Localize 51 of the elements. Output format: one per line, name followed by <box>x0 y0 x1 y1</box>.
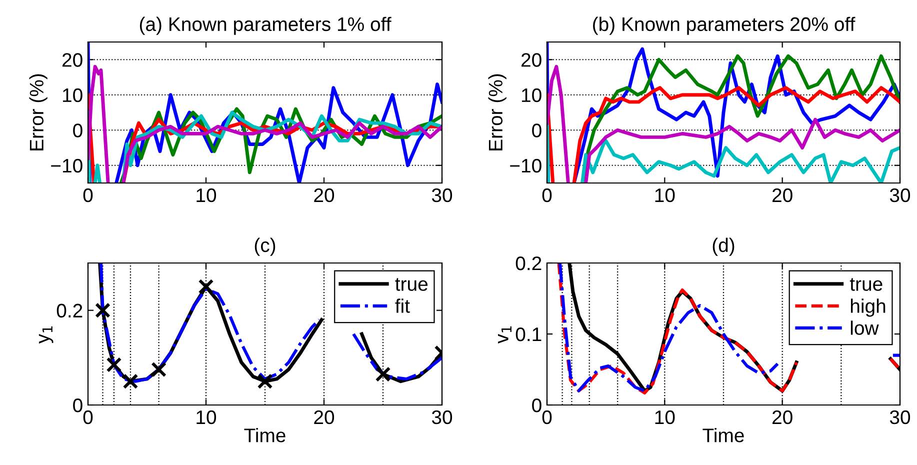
point <box>375 366 391 382</box>
point <box>151 362 167 378</box>
legend-label: fit <box>395 298 410 313</box>
x-axis-title: Time <box>244 428 286 442</box>
y-tick-label: 0 <box>73 124 82 138</box>
y-axis-title: Error (%) <box>488 74 506 150</box>
y-tick-label: 0.2 <box>516 256 542 270</box>
x-tick-label: 20 <box>772 410 792 424</box>
chart-title: (c) <box>254 238 276 256</box>
y-axis-title: y$_{1}$ <box>38 326 54 344</box>
y-tick-label: 0 <box>532 398 542 412</box>
point <box>198 278 214 294</box>
x-tick-label: 20 <box>314 410 334 424</box>
y-axis-title: Error (%) <box>29 74 48 150</box>
x-tick-label: 10 <box>655 410 675 424</box>
y-tick-label: −10 <box>51 158 82 173</box>
point <box>106 357 122 373</box>
x-tick-label: 0 <box>542 410 552 424</box>
x-tick-label: 20 <box>314 188 334 202</box>
x-axis-title: Time <box>702 428 744 442</box>
chart-title: (a) Known parameters 1% off <box>140 16 392 35</box>
y-tick-label: 0.1 <box>516 327 542 342</box>
y-axis-title: v$_{1}$ <box>498 326 512 344</box>
x-tick-label: 10 <box>196 410 216 424</box>
point <box>95 302 110 318</box>
y-tick-label: 0 <box>73 398 82 412</box>
x-tick-label: 30 <box>432 188 452 202</box>
x-tick-label: 20 <box>772 188 792 202</box>
y-tick-label: 10 <box>62 88 82 102</box>
y-tick-label: 20 <box>62 53 82 67</box>
x-tick-label: 10 <box>196 188 216 202</box>
y-tick-label: −10 <box>510 158 542 173</box>
x-tick-label: 0 <box>83 410 93 424</box>
legend-label: high <box>850 298 886 317</box>
legend-label: low <box>850 320 879 335</box>
y-tick-label: 20 <box>521 53 542 67</box>
point <box>122 374 138 390</box>
x-tick-label: 30 <box>890 410 910 424</box>
legend-label: true <box>395 278 428 291</box>
x-tick-label: 0 <box>542 188 552 202</box>
chart-title: (d) <box>712 238 734 256</box>
y-tick-label: 0.2 <box>56 304 82 318</box>
x-tick-label: 30 <box>890 188 910 202</box>
x-tick-label: 10 <box>655 188 675 202</box>
x-tick-label: 30 <box>432 410 452 424</box>
chart-title: (b) Known parameters 20% off <box>593 16 856 35</box>
y-tick-label: 10 <box>522 88 542 102</box>
point <box>257 374 273 390</box>
x-tick-label: 0 <box>83 188 93 202</box>
y-tick-label: 0 <box>532 124 542 138</box>
legend-label: true <box>850 278 882 291</box>
